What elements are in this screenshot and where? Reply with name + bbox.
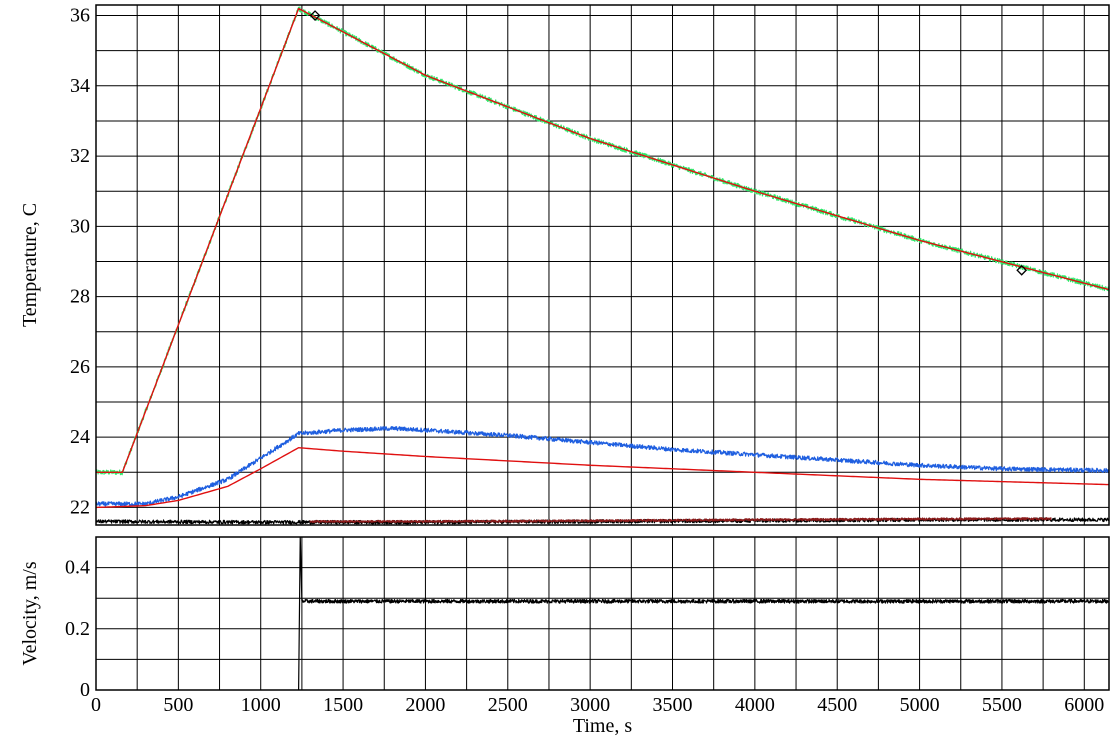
- plot-frame: [95, 536, 1110, 691]
- y-tick-label: 30: [70, 215, 90, 237]
- x-tick-label: 1000: [241, 694, 281, 716]
- x-tick-label: 6000: [1064, 694, 1104, 716]
- x-tick-label: 3500: [653, 694, 693, 716]
- temperature-panel: 22 24 26 28 30 32 34 36 Temperature, C: [19, 4, 1110, 526]
- x-tick-label: 5500: [982, 694, 1022, 716]
- y-tick-label: 28: [70, 286, 90, 308]
- y-tick-label: 36: [70, 5, 90, 27]
- series-group: [96, 6, 1109, 525]
- data-marker-diamond: [1016, 264, 1028, 276]
- x-tick-label: 500: [163, 694, 193, 716]
- y-tick-label: 32: [70, 145, 90, 167]
- y-axis-title: Velocity, m/s: [19, 561, 41, 665]
- x-tick-label: 3000: [570, 694, 610, 716]
- series-line-4: [96, 517, 1109, 525]
- series-line-2: [96, 426, 1109, 507]
- x-axis-title: Time, s: [573, 715, 633, 737]
- data-marker-diamond: [309, 10, 321, 21]
- y-tick-label: 0: [80, 679, 90, 701]
- series-line-3: [96, 447, 1109, 509]
- x-tick-label: 0: [91, 694, 101, 716]
- series-line-1: [96, 7, 1109, 473]
- y-tick-label: 24: [70, 426, 90, 448]
- x-tick-label: 1500: [323, 694, 363, 716]
- y-tick-label: 0.4: [65, 557, 90, 579]
- y-tick-label: 26: [70, 356, 90, 378]
- velocity-panel: 0 0.2 0.4 0 500 1000 1500 2000 2500 3000 3500 4000 4…: [19, 536, 1110, 737]
- x-tick-label: 2500: [488, 694, 528, 716]
- series-line-5: [309, 517, 1052, 524]
- y-tick-label: 22: [70, 496, 90, 518]
- series-line-0: [298, 537, 1109, 690]
- series-line-0: [96, 6, 1109, 476]
- y-axis-title: Temperature, C: [19, 203, 41, 327]
- plot-frame: [95, 4, 1110, 526]
- x-tick-label: 2000: [405, 694, 445, 716]
- x-tick-label: 5000: [900, 694, 940, 716]
- y-tick-label: 0.2: [65, 618, 90, 640]
- series-group: [298, 537, 1109, 690]
- x-tick-label: 4500: [817, 694, 857, 716]
- x-tick-label: 4000: [735, 694, 775, 716]
- y-tick-label: 34: [70, 75, 90, 97]
